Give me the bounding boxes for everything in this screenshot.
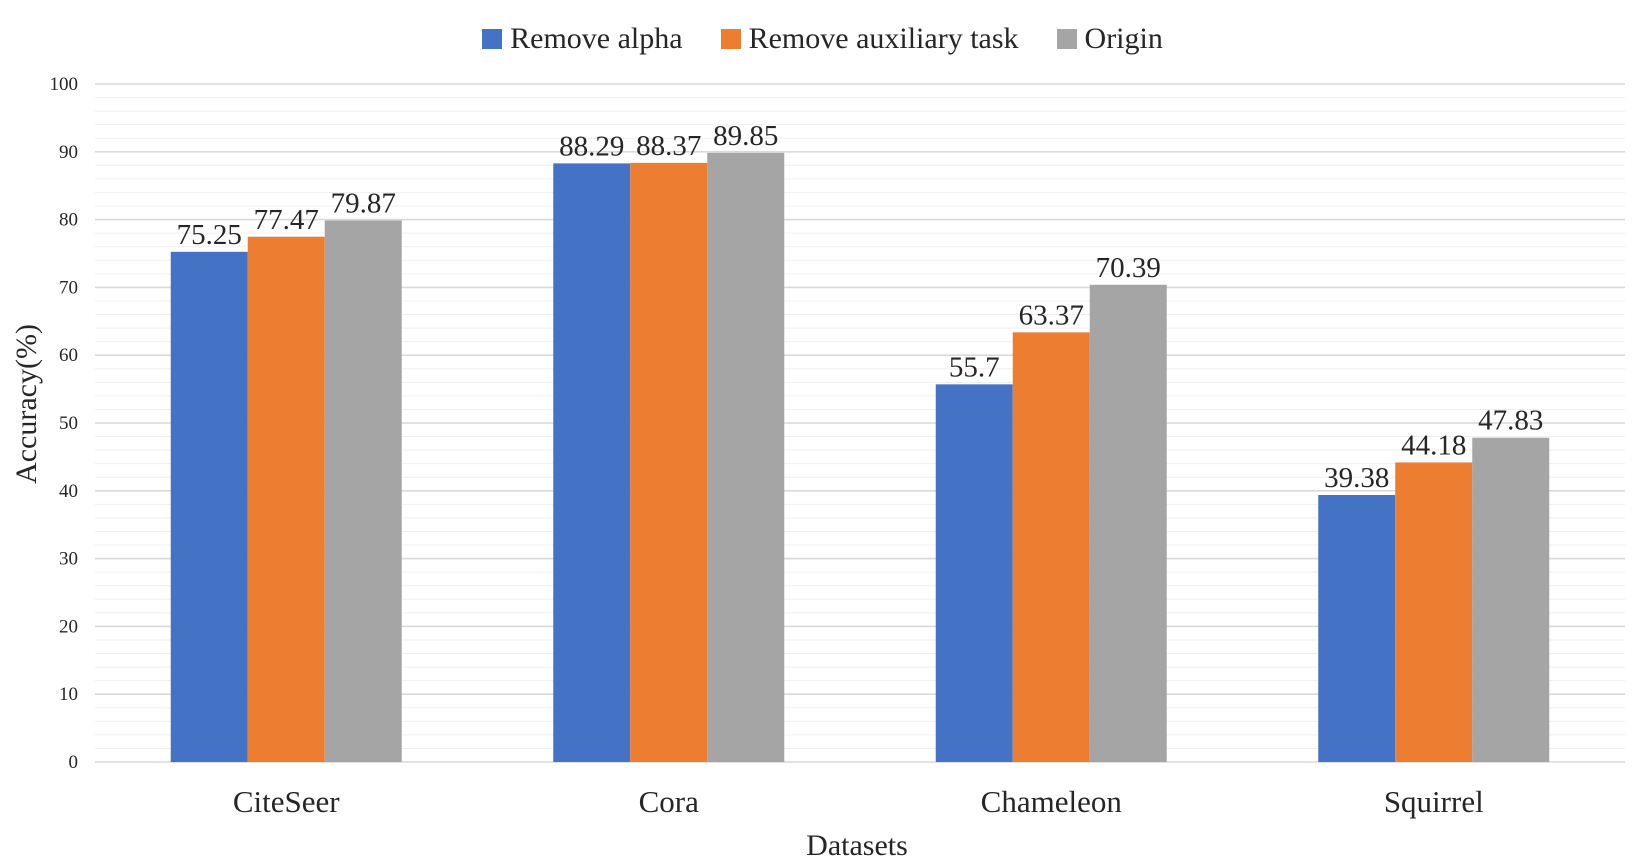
legend-item-remove-alpha: Remove alpha	[482, 22, 683, 56]
y-tick-label: 80	[59, 210, 78, 231]
x-tick-label: Cora	[639, 784, 700, 819]
bar	[1318, 495, 1396, 762]
bar-data-labels: 75.25 77.47 79.87 88.29 88.37 89.85 55.7 63.37 7…	[177, 120, 1544, 494]
legend-label-remove-auxiliary-task: Remove auxiliary task	[748, 22, 1019, 55]
bars	[170, 152, 1550, 763]
bar-value-label: 39.38	[1324, 462, 1389, 494]
bar-value-label: 55.7	[949, 351, 1000, 383]
bar	[1395, 462, 1473, 762]
bar	[1089, 284, 1167, 762]
legend-item-remove-auxiliary-task: Remove auxiliary task	[720, 22, 1019, 56]
y-tick-label: 0	[69, 752, 79, 773]
bar-value-label: 88.37	[636, 130, 701, 162]
bar	[630, 162, 708, 763]
y-tick-label: 30	[59, 549, 78, 570]
bar	[324, 220, 402, 763]
bar-value-label: 75.25	[177, 219, 242, 251]
bar-value-label: 70.39	[1096, 252, 1161, 284]
bar	[707, 152, 785, 762]
bar-value-label: 47.83	[1478, 405, 1543, 437]
bar-value-label: 89.85	[713, 120, 778, 152]
y-tick-labels: 0 10 20 30 40 50 60 70 80 90 100	[50, 74, 79, 773]
bar-value-label: 79.87	[331, 187, 396, 219]
y-tick-label: 90	[59, 142, 78, 163]
x-tick-labels: CiteSeer Cora Chameleon Squirrel	[233, 784, 1484, 819]
bar-value-label: 63.37	[1019, 299, 1084, 331]
y-tick-label: 20	[59, 616, 78, 637]
x-tick-label: CiteSeer	[233, 784, 340, 819]
bar	[247, 236, 325, 762]
y-tick-label: 40	[59, 481, 78, 502]
bar-value-label: 77.47	[254, 204, 319, 236]
bar	[1012, 332, 1090, 762]
bar-value-label: 44.18	[1401, 429, 1466, 461]
legend-label-origin: Origin	[1084, 22, 1163, 55]
y-tick-label: 100	[50, 74, 79, 95]
bar	[1472, 437, 1550, 762]
bar	[935, 384, 1013, 762]
y-axis-title: Accuracy(%)	[10, 324, 43, 484]
bar	[170, 251, 248, 762]
y-tick-label: 60	[59, 345, 78, 366]
x-tick-label: Squirrel	[1384, 784, 1484, 819]
y-tick-label: 10	[59, 684, 78, 705]
legend-swatch-origin	[1056, 29, 1077, 49]
x-tick-label: Chameleon	[981, 784, 1123, 819]
bar-value-label: 88.29	[559, 130, 624, 162]
x-axis-title: Datasets	[806, 829, 908, 862]
chart-legend: Remove alpha Remove auxiliary task Origi…	[0, 22, 1645, 56]
legend-item-origin: Origin	[1056, 22, 1163, 56]
y-tick-label: 50	[59, 413, 78, 434]
legend-label-remove-alpha: Remove alpha	[510, 22, 683, 55]
y-tick-label: 70	[59, 277, 78, 298]
legend-swatch-remove-alpha	[482, 29, 503, 49]
legend-swatch-remove-auxiliary-task	[720, 29, 741, 49]
bar	[553, 163, 631, 762]
